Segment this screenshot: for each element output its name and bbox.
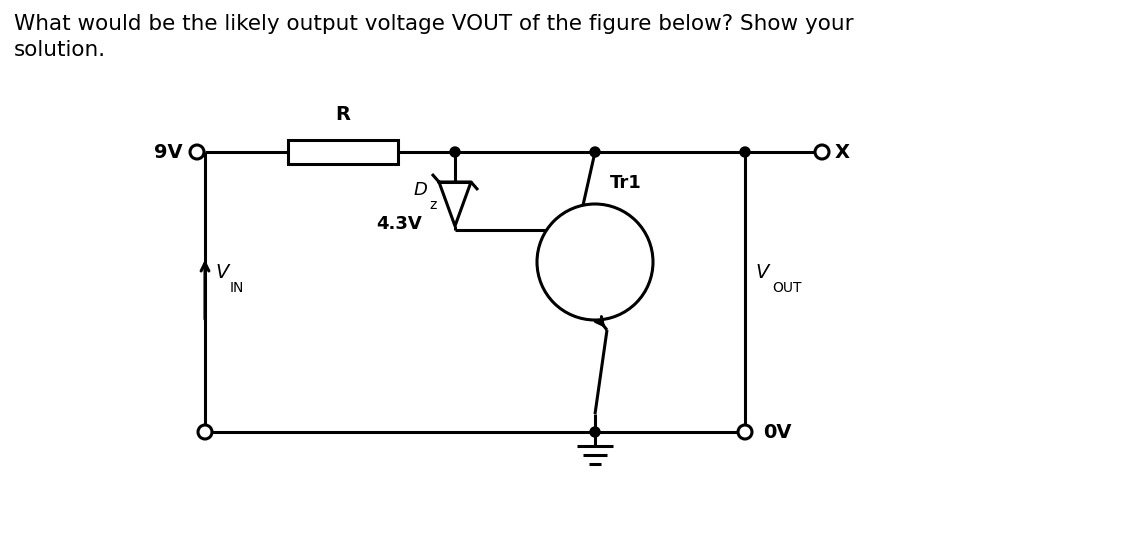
Text: 0V: 0V: [763, 422, 792, 442]
Text: z: z: [429, 198, 436, 212]
Circle shape: [738, 425, 752, 439]
Text: IN: IN: [230, 281, 245, 295]
Text: X: X: [835, 143, 850, 161]
Circle shape: [537, 204, 653, 320]
Text: OUT: OUT: [772, 281, 802, 295]
Text: R: R: [335, 105, 350, 124]
Text: solution.: solution.: [14, 40, 106, 60]
Text: V: V: [215, 262, 229, 281]
Circle shape: [590, 427, 599, 437]
Bar: [288, 140, 398, 164]
Text: 9V: 9V: [154, 143, 183, 161]
Circle shape: [450, 147, 460, 157]
Circle shape: [198, 425, 212, 439]
Circle shape: [740, 147, 750, 157]
Circle shape: [815, 145, 829, 159]
Text: D: D: [413, 181, 427, 199]
Text: V: V: [755, 262, 769, 281]
Text: What would be the likely output voltage VOUT of the figure below? Show your: What would be the likely output voltage …: [14, 14, 853, 34]
Circle shape: [190, 145, 204, 159]
Text: 4.3V: 4.3V: [376, 215, 422, 233]
Circle shape: [590, 147, 599, 157]
Text: Tr1: Tr1: [610, 174, 642, 192]
